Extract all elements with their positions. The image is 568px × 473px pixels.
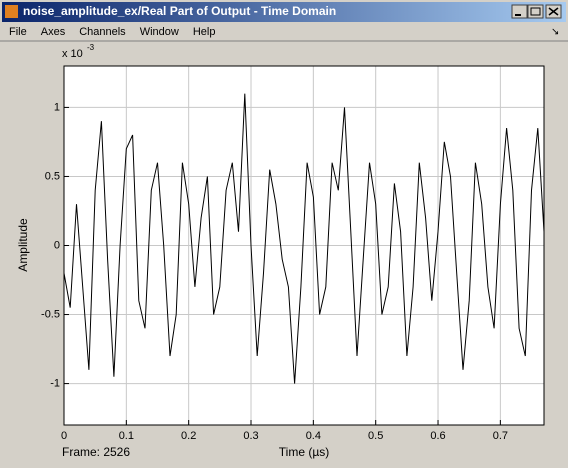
x-tick-label: 0.1 <box>119 430 134 442</box>
x-tick-label: 0.7 <box>493 430 508 442</box>
axes-box <box>63 65 545 426</box>
x-tick-label: 0.4 <box>306 430 321 442</box>
x-tick-label: 0.2 <box>181 430 196 442</box>
menu-item[interactable]: Channels <box>79 26 126 38</box>
menu-bar: File Axes Channels Window Help <box>9 26 215 38</box>
window-buttons[interactable] <box>511 4 562 19</box>
maximize-glyph <box>530 7 541 16</box>
maximize-button[interactable] <box>527 4 544 19</box>
y-tick-label: 0 <box>54 239 60 251</box>
frame-status: Frame: 2526 <box>62 445 130 459</box>
signal-line <box>63 93 545 384</box>
x-tick-label: 0.6 <box>430 430 445 442</box>
y-tick-label: -1 <box>50 377 60 389</box>
menu-item[interactable]: File <box>9 26 27 38</box>
window-title: noise_amplitude_ex/Real Part of Output -… <box>23 4 336 18</box>
dock-arrow[interactable]: ↘ <box>551 27 559 38</box>
y-axis-label: Amplitude <box>16 218 30 272</box>
y-tick-label: -0.5 <box>41 308 60 320</box>
y-multiplier-exponent: -3 <box>87 43 95 52</box>
x-tick-label: 0.3 <box>243 430 258 442</box>
x-tick-label: 0 <box>61 430 67 442</box>
close-glyph <box>548 7 559 16</box>
y-multiplier: x 10 <box>62 48 83 60</box>
y-tick-label: 1 <box>54 101 60 113</box>
menu-item[interactable]: Axes <box>41 26 66 38</box>
title-bar <box>2 2 566 22</box>
y-tick-label: 0.5 <box>45 170 60 182</box>
x-tick-label: 0.5 <box>368 430 383 442</box>
app-icon <box>5 5 18 18</box>
minimize-button[interactable] <box>511 4 528 19</box>
x-axis-label: Time (µs) <box>279 445 329 459</box>
menu-item[interactable]: Help <box>193 26 216 38</box>
menu-item[interactable]: Window <box>140 26 179 38</box>
